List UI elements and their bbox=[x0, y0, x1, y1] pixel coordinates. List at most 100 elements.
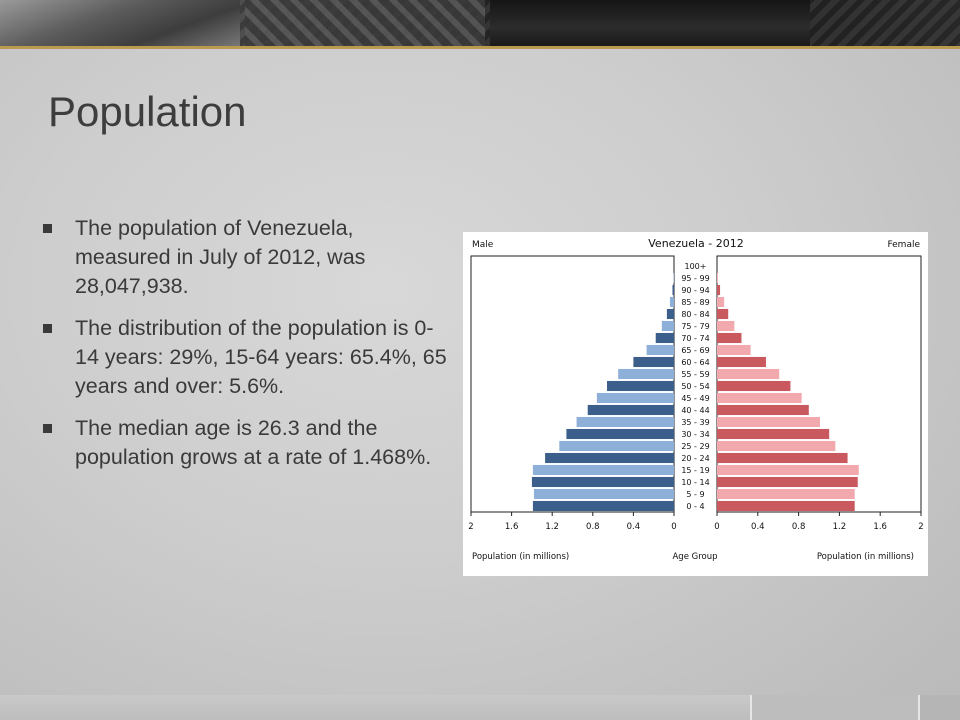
female-bar bbox=[717, 272, 718, 284]
x-tick-label: 1.2 bbox=[545, 522, 559, 532]
male-bar bbox=[559, 440, 674, 452]
female-bar bbox=[717, 476, 858, 488]
male-bar bbox=[587, 404, 674, 416]
bullet-item: The population of Venezuela, measured in… bbox=[40, 214, 450, 301]
x-tick-label: 1.6 bbox=[873, 522, 887, 532]
x-tick-label: 0 bbox=[671, 522, 676, 532]
male-bar bbox=[672, 284, 674, 296]
female-bar bbox=[717, 440, 836, 452]
population-pyramid-chart: Venezuela - 2012 Male Female 100+ 95 - 99… bbox=[463, 232, 928, 576]
bullet-item: The median age is 26.3 and the populatio… bbox=[40, 414, 450, 472]
bullet-text: The distribution of the population is 0-… bbox=[75, 316, 447, 398]
square-bullet-icon bbox=[43, 324, 52, 333]
square-bullet-icon bbox=[43, 424, 52, 433]
tire-tread-image bbox=[245, 0, 485, 46]
header-accent-line bbox=[0, 46, 960, 49]
female-bar bbox=[717, 320, 735, 332]
male-bar bbox=[532, 500, 674, 512]
x-tick-label: 0.4 bbox=[627, 522, 641, 532]
male-label: Male bbox=[472, 240, 494, 250]
female-bar bbox=[717, 284, 721, 296]
pyramid-svg: Venezuela - 2012 Male Female 100+ 95 - 99… bbox=[468, 237, 924, 562]
ticks-group: 2 0 1.6 0.4 1.2 0.8 0.8 1.2 0.4 1.6 0 2 bbox=[468, 512, 924, 532]
bullet-item: The distribution of the population is 0-… bbox=[40, 314, 450, 401]
male-bar bbox=[596, 392, 674, 404]
male-bar bbox=[618, 368, 674, 380]
age-labels-group: 100+ 95 - 99 90 - 94 85 - 89 80 - 84 75 - 79 7… bbox=[681, 262, 709, 511]
male-bar bbox=[655, 332, 674, 344]
header-banner bbox=[0, 0, 960, 46]
female-bar bbox=[717, 344, 751, 356]
footer-strip bbox=[0, 695, 960, 720]
x-tick-label: 2 bbox=[468, 522, 473, 532]
age-group-label: 45 - 49 bbox=[681, 394, 709, 403]
age-group-label: 20 - 24 bbox=[681, 454, 709, 463]
footer-segment bbox=[918, 695, 960, 720]
x-tick-label: 0.8 bbox=[792, 522, 806, 532]
bullet-list: The population of Venezuela, measured in… bbox=[40, 214, 450, 485]
female-bar bbox=[717, 296, 725, 308]
age-group-label: 0 - 4 bbox=[686, 502, 704, 511]
age-group-label: 70 - 74 bbox=[681, 334, 709, 343]
x-tick-label: 1.6 bbox=[505, 522, 519, 532]
female-bar bbox=[717, 356, 766, 368]
female-bar bbox=[717, 428, 830, 440]
x-axis-label-right: Population (in millions) bbox=[817, 552, 914, 562]
bars-group bbox=[531, 272, 859, 512]
male-bar bbox=[666, 308, 674, 320]
wheel-rim-image bbox=[0, 0, 240, 46]
female-bar bbox=[717, 488, 855, 500]
age-group-label: 100+ bbox=[685, 262, 707, 271]
x-tick-label: 0.8 bbox=[586, 522, 600, 532]
age-group-label: 55 - 59 bbox=[681, 370, 709, 379]
age-group-label: 60 - 64 bbox=[681, 358, 709, 367]
age-group-label: 25 - 29 bbox=[681, 442, 709, 451]
female-bar bbox=[717, 452, 848, 464]
x-tick-label: 0 bbox=[714, 522, 719, 532]
age-group-label: 50 - 54 bbox=[681, 382, 709, 391]
bullet-text: The population of Venezuela, measured in… bbox=[75, 216, 366, 298]
female-bar bbox=[717, 392, 802, 404]
age-group-label: 5 - 9 bbox=[686, 490, 704, 499]
chart-title: Venezuela - 2012 bbox=[648, 237, 743, 250]
x-tick-label: 1.2 bbox=[833, 522, 847, 532]
x-tick-label: 2 bbox=[918, 522, 923, 532]
female-bar bbox=[717, 416, 821, 428]
age-group-label: 15 - 19 bbox=[681, 466, 709, 475]
male-bar bbox=[566, 428, 674, 440]
age-group-label: 10 - 14 bbox=[681, 478, 709, 487]
age-group-label: 95 - 99 bbox=[681, 274, 709, 283]
x-axis-label-left: Population (in millions) bbox=[472, 552, 569, 562]
age-group-label: 75 - 79 bbox=[681, 322, 709, 331]
x-tick-label: 0.4 bbox=[751, 522, 765, 532]
age-group-label: 30 - 34 bbox=[681, 430, 709, 439]
male-bar bbox=[669, 296, 674, 308]
bullet-text: The median age is 26.3 and the populatio… bbox=[75, 416, 432, 469]
male-bar bbox=[673, 272, 674, 284]
male-bar bbox=[545, 452, 674, 464]
age-group-label: 35 - 39 bbox=[681, 418, 709, 427]
x-axis-label-center: Age Group bbox=[672, 552, 717, 562]
male-bar bbox=[661, 320, 674, 332]
female-bar bbox=[717, 380, 791, 392]
female-label: Female bbox=[887, 240, 920, 250]
male-bar bbox=[531, 476, 674, 488]
male-bar bbox=[607, 380, 674, 392]
age-group-label: 65 - 69 bbox=[681, 346, 709, 355]
male-bar bbox=[576, 416, 674, 428]
age-group-label: 80 - 84 bbox=[681, 310, 709, 319]
female-bar bbox=[717, 404, 809, 416]
male-bar bbox=[533, 488, 674, 500]
female-bar bbox=[717, 332, 742, 344]
tire-image bbox=[490, 0, 810, 46]
footer-segment bbox=[750, 695, 918, 720]
female-bar bbox=[717, 308, 729, 320]
age-group-label: 40 - 44 bbox=[681, 406, 709, 415]
male-bar bbox=[532, 464, 674, 476]
square-bullet-icon bbox=[43, 224, 52, 233]
slide-title: Population bbox=[48, 88, 247, 135]
female-bar bbox=[717, 464, 859, 476]
age-group-label: 90 - 94 bbox=[681, 286, 709, 295]
age-group-label: 85 - 89 bbox=[681, 298, 709, 307]
female-bar bbox=[717, 368, 780, 380]
